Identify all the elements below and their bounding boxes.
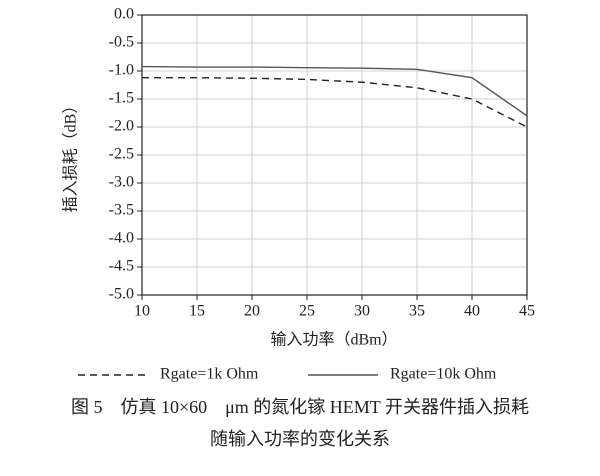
caption: 图 5 仿真 10×60 μm 的氮化镓 HEMT 开关器件插入损耗 xyxy=(71,397,529,417)
y-tick-label: -4.5 xyxy=(109,258,134,275)
x-tick-label: 15 xyxy=(189,303,205,320)
x-tick-label: 35 xyxy=(409,303,425,320)
data-line xyxy=(141,65,528,117)
y-tick-label: -1.5 xyxy=(109,90,134,107)
y-tick-label: 0.0 xyxy=(114,6,134,23)
y-tick-label: -4.0 xyxy=(109,230,134,247)
caption: 随输入功率的变化关系 xyxy=(210,429,390,449)
data-line xyxy=(142,77,528,128)
x-tick-label: 40 xyxy=(464,303,480,320)
x-tick-label: 45 xyxy=(519,303,535,320)
y-tick-label: -3.5 xyxy=(109,202,134,219)
x-tick-label: 10 xyxy=(134,303,150,320)
y-tick-label: -2.0 xyxy=(109,118,134,135)
x-tick-label: 30 xyxy=(354,303,370,320)
legend-label: Rgate=10k Ohm xyxy=(390,366,497,383)
y-axis-label: 插入损耗（dB） xyxy=(62,98,80,213)
x-tick-label: 20 xyxy=(244,303,260,320)
legend-label: Rgate=1k Ohm xyxy=(160,366,259,383)
x-tick-label: 25 xyxy=(299,303,315,320)
x-axis-label: 输入功率（dBm） xyxy=(270,331,397,349)
y-tick-label: -2.5 xyxy=(109,146,134,163)
y-tick-label: -3.0 xyxy=(109,174,134,191)
y-tick-label: -5.0 xyxy=(109,286,134,303)
y-tick-label: -0.5 xyxy=(109,34,134,51)
plot-frame xyxy=(141,14,528,296)
y-tick-label: -1.0 xyxy=(109,62,134,79)
